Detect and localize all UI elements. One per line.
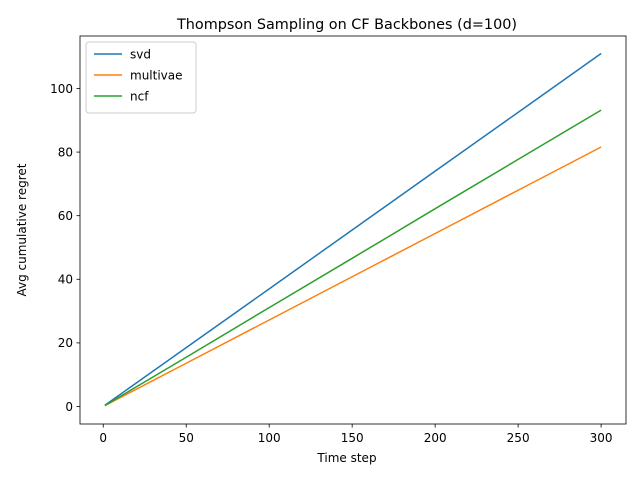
axes-frame [79, 35, 627, 425]
x-tick-label: 250 [507, 431, 530, 445]
y-tick-label: 20 [58, 336, 73, 350]
y-tick-label: 80 [58, 145, 73, 159]
legend-label-ncf: ncf [130, 89, 149, 103]
legend: svd multivae ncf [85, 41, 197, 114]
x-axis: 0 50 100 150 200 250 300 [99, 424, 613, 445]
legend-label-svd: svd [130, 47, 151, 61]
y-tick-label: 0 [65, 400, 73, 414]
series-line-multivae [104, 146, 602, 407]
x-tick-label: 150 [341, 431, 364, 445]
y-tick-label: 40 [58, 273, 73, 287]
x-axis-label: Time step [316, 451, 376, 465]
y-tick-label: 60 [58, 209, 73, 223]
y-axis: 0 20 40 60 80 100 [50, 82, 80, 414]
x-tick-label: 100 [258, 431, 281, 445]
series-line-ncf [104, 109, 602, 407]
x-tick-label: 300 [590, 431, 613, 445]
legend-label-multivae: multivae [130, 68, 183, 82]
x-tick-label: 0 [99, 431, 107, 445]
y-tick-label: 100 [50, 82, 73, 96]
y-axis-label: Avg cumulative regret [15, 163, 29, 296]
x-tick-label: 200 [424, 431, 447, 445]
x-tick-label: 50 [179, 431, 194, 445]
chart-title: Thompson Sampling on CF Backbones (d=100… [176, 17, 517, 33]
series-line-svd [104, 52, 602, 406]
plot-area [104, 52, 602, 407]
